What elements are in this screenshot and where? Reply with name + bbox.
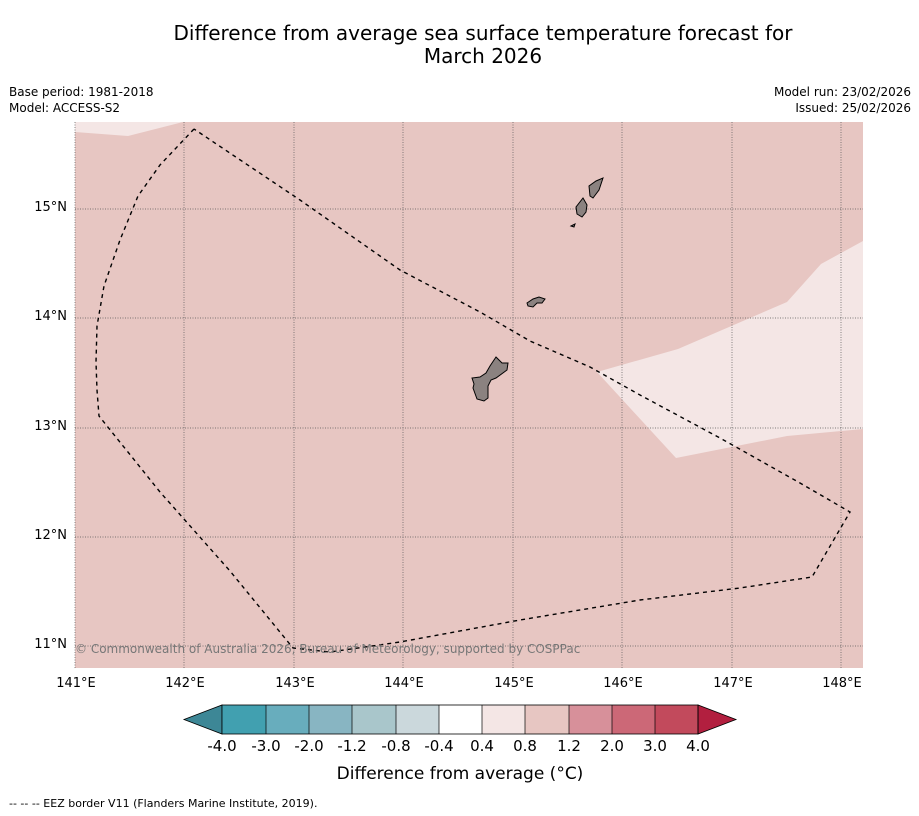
- colorbar-tick: 2.0: [600, 737, 624, 755]
- colorbar-bin-6: [439, 705, 482, 734]
- islet-aguijan: [569, 223, 576, 228]
- lat-label-12n: 12°N: [34, 528, 67, 543]
- map-title: Difference from average sea surface temp…: [0, 22, 919, 68]
- colorbar-bin-2: [266, 705, 309, 734]
- colorbar-tick: -3.0: [251, 737, 281, 755]
- lon-label-148e: 148°E: [822, 676, 862, 691]
- lon-label-141e: 141°E: [56, 676, 96, 691]
- colorbar-bin-8: [525, 705, 569, 734]
- colorbar-bin-11: [655, 705, 698, 734]
- colorbar-tick: -1.2: [337, 737, 367, 755]
- colorbar-bin-10: [612, 705, 655, 734]
- colorbar-frame: [221, 704, 699, 735]
- model-name: Model: ACCESS-S2: [9, 101, 121, 115]
- copyright-notice: © Commonwealth of Australia 2026, Bureau…: [75, 642, 581, 656]
- colorbar-bin-5: [396, 705, 439, 734]
- lon-label-145e: 145°E: [494, 676, 534, 691]
- colorbar-bin-1: [222, 705, 266, 734]
- eez-border: [95, 128, 851, 653]
- meta-left: Base period: 1981-2018 Model: ACCESS-S2: [9, 84, 154, 116]
- graticule: [74, 122, 863, 668]
- colorbar-tick: 1.2: [557, 737, 581, 755]
- island-saipan: [588, 177, 604, 199]
- meta-right: Model run: 23/02/2026 Issued: 25/02/2026: [774, 84, 911, 116]
- island-rota: [526, 296, 546, 308]
- colorbar-bin-7: [482, 705, 525, 734]
- colorbar: [182, 704, 738, 735]
- colorbar-tick: -0.4: [424, 737, 454, 755]
- title-line-1: Difference from average sea surface temp…: [173, 21, 793, 45]
- lon-label-147e: 147°E: [713, 676, 753, 691]
- anomaly-patch-east: [597, 241, 863, 458]
- colorbar-extend-low: [182, 704, 223, 735]
- colorbar-label: Difference from average (°C): [184, 764, 736, 784]
- colorbar-tick: -4.0: [207, 737, 237, 755]
- colorbar-extend-high: [697, 704, 738, 735]
- lat-label-13n: 13°N: [34, 419, 67, 434]
- lon-label-146e: 146°E: [603, 676, 643, 691]
- colorbar-tick: 0.8: [513, 737, 537, 755]
- colorbar-tick: -0.8: [381, 737, 411, 755]
- lon-label-143e: 143°E: [275, 676, 315, 691]
- colorbar-tick: -2.0: [294, 737, 324, 755]
- colorbar-label-unit: °C): [556, 764, 584, 784]
- colorbar-bin-9: [569, 705, 612, 734]
- base-period: Base period: 1981-2018: [9, 85, 154, 99]
- model-run: Model run: 23/02/2026: [773, 85, 911, 99]
- lat-label-14n: 14°N: [34, 309, 67, 324]
- colorbar-tick: 3.0: [643, 737, 667, 755]
- lon-label-144e: 144°E: [384, 676, 424, 691]
- island-tinian: [575, 197, 588, 218]
- island-guam: [471, 356, 509, 402]
- lon-label-142e: 142°E: [165, 676, 205, 691]
- colorbar-label-text: Difference from average (: [336, 764, 557, 784]
- lat-label-15n: 15°N: [34, 200, 67, 215]
- anomaly-strip-topleft: [75, 122, 183, 136]
- title-line-2: March 2026: [423, 44, 543, 68]
- colorbar-tick: 0.4: [470, 737, 494, 755]
- issued-date: Issued: 25/02/2026: [795, 101, 911, 115]
- colorbar-tick: 4.0: [686, 737, 710, 755]
- lat-label-11n: 11°N: [34, 637, 67, 652]
- land-areas: [471, 177, 604, 402]
- eez-legend-note: -- -- -- EEZ border V11 (Flanders Marine…: [9, 797, 318, 810]
- colorbar-bin-4: [352, 705, 396, 734]
- colorbar-bin-3: [309, 705, 352, 734]
